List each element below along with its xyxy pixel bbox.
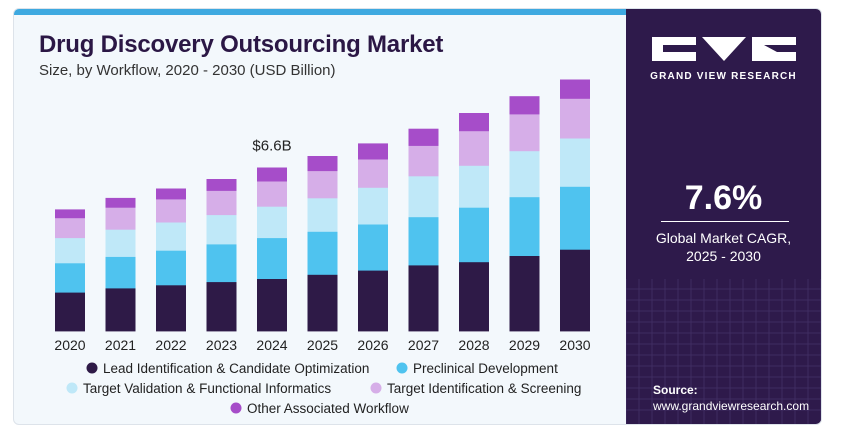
x-tick-label: 2024 <box>256 337 287 353</box>
bar-segment-2028-s3 <box>459 130 489 166</box>
bar-segment-2025-s4 <box>307 156 338 172</box>
cagr-label: Global Market CAGR, 2025 - 2030 <box>626 229 821 265</box>
bar-segment-2023-s1 <box>206 244 237 283</box>
bar-segment-2027-s1 <box>408 216 439 266</box>
bar-segment-2020-s0 <box>55 292 85 332</box>
source: Source: www.grandviewresearch.com <box>653 382 809 414</box>
x-tick-label: 2025 <box>307 337 338 353</box>
bar-segment-2028-s2 <box>459 165 489 208</box>
bar-segment-2026-s3 <box>358 159 388 188</box>
x-tick-label: 2029 <box>509 337 540 353</box>
bar-segment-2021-s1 <box>105 256 136 289</box>
bar-segment-2027-s2 <box>408 175 439 218</box>
bar-segment-2029-s0 <box>509 255 540 332</box>
brand-name: GRAND VIEW RESEARCH <box>650 71 797 82</box>
bar-segment-2021-s4 <box>105 197 136 208</box>
legend-label: Lead Identification & Candidate Optimiza… <box>103 361 369 376</box>
cagr-value: 7.6% <box>684 179 763 217</box>
bar-segment-2022-s3 <box>156 199 186 223</box>
bar-segment-2022-s2 <box>156 222 186 251</box>
bar-segment-2024-s1 <box>257 237 287 279</box>
bar-segment-2024-s3 <box>257 181 287 207</box>
bar-segment-2020-s4 <box>55 209 85 219</box>
accent-bar <box>14 9 626 15</box>
bar-segment-2020-s1 <box>55 262 85 293</box>
bar-segment-2029-s1 <box>509 196 540 256</box>
bar-segment-2030-s4 <box>560 79 590 99</box>
bar-segment-2026-s2 <box>358 187 388 225</box>
bar-segment-2027-s4 <box>408 128 439 146</box>
x-tick-label: 2020 <box>54 337 85 353</box>
divider <box>661 221 789 222</box>
bar-segment-2025-s1 <box>307 231 338 275</box>
x-tick-label: 2027 <box>408 337 439 353</box>
legend-swatch <box>370 382 382 394</box>
chart-card: Drug Discovery Outsourcing Market Size, … <box>13 8 822 425</box>
bar-segment-2030-s0 <box>560 249 590 332</box>
bar-segment-2026-s1 <box>358 224 388 271</box>
bar-segment-2023-s0 <box>206 281 237 332</box>
bar-segment-2024-s0 <box>257 278 287 332</box>
x-tick-label: 2026 <box>357 337 388 353</box>
bar-segment-2029-s4 <box>509 96 540 115</box>
bar-segment-2025-s2 <box>307 197 338 232</box>
data-label: $6.6B <box>252 138 291 155</box>
bar-segment-2023-s2 <box>206 214 237 245</box>
bar-segment-2029-s3 <box>509 114 540 152</box>
legend-label: Preclinical Development <box>413 361 558 376</box>
bar-segment-2025-s3 <box>307 170 338 199</box>
bar-segment-2026-s4 <box>358 143 388 160</box>
bar-segment-2021-s3 <box>105 207 136 230</box>
bar-segment-2022-s0 <box>156 284 186 332</box>
x-tick-label: 2023 <box>206 337 237 353</box>
stacked-bar-chart: 2020 2021 2022 2023 2024 $6.6B 2025 2026 2027 202… <box>54 79 591 416</box>
x-tick-label: 2030 <box>559 337 590 353</box>
source-label: Source: <box>653 383 698 397</box>
bar-segment-2029-s2 <box>509 150 540 198</box>
bar-segment-2024-s2 <box>257 206 287 239</box>
chart-title: Drug Discovery Outsourcing Market <box>39 31 444 58</box>
gvr-logo-icon <box>626 34 821 69</box>
bar-segment-2022-s4 <box>156 188 186 200</box>
bar-segment-2026-s0 <box>358 270 388 332</box>
legend-swatch <box>396 362 408 374</box>
bar-segment-2021-s2 <box>105 229 136 257</box>
grid-pattern <box>626 279 821 424</box>
bar-segment-2023-s4 <box>206 179 237 191</box>
bar-segment-2030-s1 <box>560 186 590 250</box>
legend-swatch <box>86 362 98 374</box>
bar-segment-2030-s3 <box>560 98 590 139</box>
bar-segment-2030-s2 <box>560 138 590 187</box>
bar-segment-2025-s0 <box>307 274 338 332</box>
x-tick-label: 2021 <box>105 337 136 353</box>
brand-panel: GRAND VIEW RESEARCH 7.6% Global Market C… <box>626 9 821 424</box>
bar-segment-2028-s0 <box>459 261 489 332</box>
legend-label: Target Identification & Screening <box>387 381 581 396</box>
bar-segment-2027-s3 <box>408 145 439 177</box>
bar-segment-2022-s1 <box>156 250 186 286</box>
bar-segment-2020-s2 <box>55 237 85 264</box>
x-tick-label: 2022 <box>155 337 186 353</box>
legend-label: Other Associated Workflow <box>247 401 409 416</box>
bar-segment-2028-s1 <box>459 207 489 263</box>
bar-segment-2020-s3 <box>55 217 85 239</box>
bar-segment-2027-s0 <box>408 265 439 332</box>
bar-segment-2028-s4 <box>459 113 489 132</box>
legend-swatch <box>230 402 242 414</box>
cagr-label-line2: 2025 - 2030 <box>686 248 761 264</box>
bar-segment-2023-s3 <box>206 190 237 216</box>
chart-subtitle: Size, by Workflow, 2020 - 2030 (USD Bill… <box>39 62 336 79</box>
source-url[interactable]: www.grandviewresearch.com <box>653 399 810 413</box>
x-tick-label: 2028 <box>458 337 489 353</box>
bar-segment-2024-s4 <box>257 167 287 182</box>
cagr-label-line1: Global Market CAGR, <box>655 230 792 246</box>
bar-segment-2021-s0 <box>105 288 136 332</box>
legend-label: Target Validation & Functional Informati… <box>83 381 331 396</box>
legend-swatch <box>66 382 78 394</box>
